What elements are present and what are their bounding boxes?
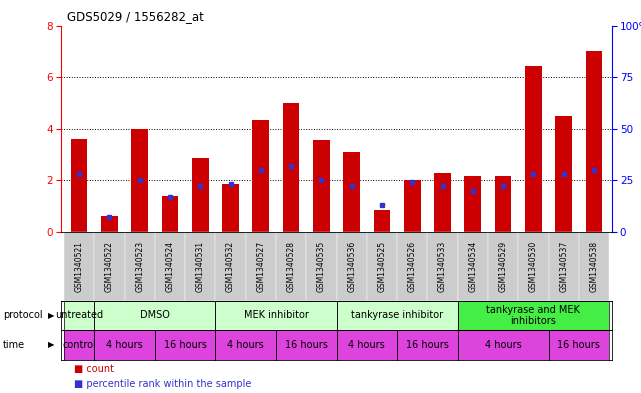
Text: time: time — [3, 340, 26, 350]
Bar — [374, 210, 390, 232]
Bar — [404, 180, 420, 232]
Text: 4 hours: 4 hours — [349, 340, 385, 350]
Text: GDS5029 / 1556282_at: GDS5029 / 1556282_at — [67, 10, 204, 23]
Text: DMSO: DMSO — [140, 310, 170, 320]
Bar — [131, 129, 148, 232]
Text: untreated: untreated — [55, 310, 103, 320]
Text: GSM1340522: GSM1340522 — [105, 241, 114, 292]
Text: tankyrase inhibitor: tankyrase inhibitor — [351, 310, 443, 320]
Text: 16 hours: 16 hours — [285, 340, 328, 350]
Text: tankyrase and MEK
inhibitors: tankyrase and MEK inhibitors — [487, 305, 580, 326]
Bar — [525, 66, 542, 232]
Text: ■ percentile rank within the sample: ■ percentile rank within the sample — [74, 378, 251, 389]
Text: GSM1340538: GSM1340538 — [590, 241, 599, 292]
Text: protocol: protocol — [3, 310, 43, 320]
Bar — [495, 176, 512, 232]
Text: GSM1340530: GSM1340530 — [529, 241, 538, 292]
Text: GSM1340534: GSM1340534 — [469, 241, 478, 292]
Text: GSM1340521: GSM1340521 — [74, 241, 83, 292]
Text: 16 hours: 16 hours — [163, 340, 206, 350]
Text: 4 hours: 4 hours — [485, 340, 522, 350]
Text: GSM1340537: GSM1340537 — [559, 241, 568, 292]
Text: control: control — [62, 340, 96, 350]
Bar — [101, 217, 118, 232]
Bar — [192, 158, 208, 232]
Text: GSM1340527: GSM1340527 — [256, 241, 265, 292]
Text: ▶: ▶ — [48, 311, 54, 320]
Text: ■ count: ■ count — [74, 364, 113, 374]
Text: GSM1340528: GSM1340528 — [287, 241, 296, 292]
Text: ▶: ▶ — [48, 340, 54, 349]
Text: GSM1340535: GSM1340535 — [317, 241, 326, 292]
Text: 16 hours: 16 hours — [406, 340, 449, 350]
Bar — [162, 196, 178, 232]
Text: GSM1340526: GSM1340526 — [408, 241, 417, 292]
Bar — [555, 116, 572, 232]
Bar — [222, 184, 239, 232]
Bar — [253, 120, 269, 232]
Bar — [434, 173, 451, 232]
Text: 4 hours: 4 hours — [106, 340, 143, 350]
Text: 16 hours: 16 hours — [558, 340, 600, 350]
Text: GSM1340536: GSM1340536 — [347, 241, 356, 292]
Bar — [283, 103, 299, 232]
Text: GSM1340529: GSM1340529 — [499, 241, 508, 292]
Text: GSM1340524: GSM1340524 — [165, 241, 174, 292]
Text: GSM1340525: GSM1340525 — [378, 241, 387, 292]
Text: GSM1340531: GSM1340531 — [196, 241, 204, 292]
Bar — [71, 139, 87, 232]
Text: GSM1340523: GSM1340523 — [135, 241, 144, 292]
Text: GSM1340533: GSM1340533 — [438, 241, 447, 292]
Text: MEK inhibitor: MEK inhibitor — [244, 310, 308, 320]
Text: 4 hours: 4 hours — [228, 340, 264, 350]
Text: GSM1340532: GSM1340532 — [226, 241, 235, 292]
Bar — [313, 140, 329, 232]
Bar — [344, 152, 360, 232]
Bar — [586, 51, 603, 232]
Bar — [465, 176, 481, 232]
